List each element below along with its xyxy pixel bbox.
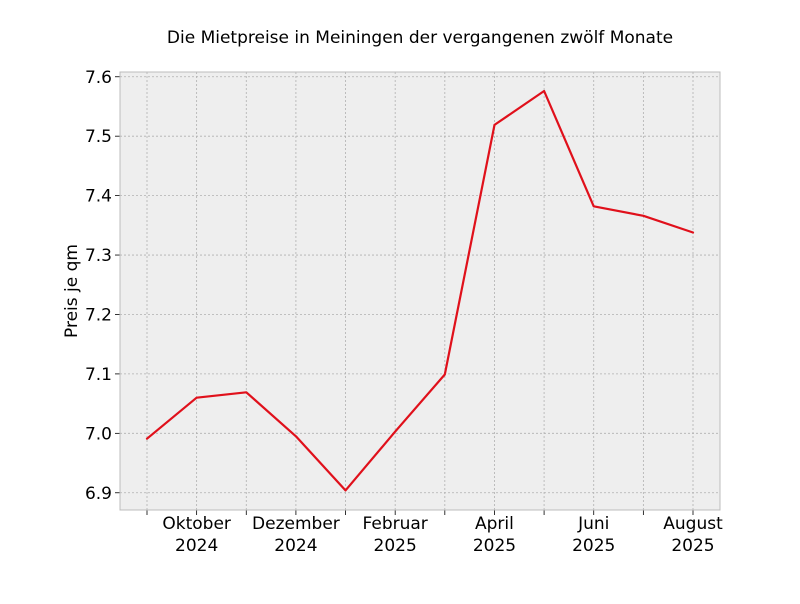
x-tick-label-year: 2025 [671,536,714,556]
plot-area: 6.97.07.17.27.37.47.57.6Oktober2024Dezem… [85,68,723,556]
y-tick-label: 7.0 [85,424,112,444]
plot-background [120,72,720,510]
x-tick-label-month: Dezember [252,514,340,534]
y-axis-label: Preis je qm [62,244,82,338]
y-tick-label: 6.9 [85,484,112,504]
x-tick-label-month: Februar [363,514,428,534]
y-tick-label: 7.5 [85,127,112,147]
y-tick-label: 7.4 [85,187,112,207]
y-tick-label: 7.3 [85,246,112,266]
y-tick-label: 7.6 [85,68,112,88]
x-tick-label-month: April [475,514,514,534]
chart-title: Die Mietpreise in Meiningen der vergange… [167,28,673,48]
x-tick-label-month: Oktober [162,514,231,534]
x-tick-label-year: 2025 [572,536,615,556]
x-tick-label-year: 2024 [175,536,218,556]
x-tick-label-year: 2025 [374,536,417,556]
y-tick-label: 7.2 [85,305,112,325]
y-tick-label: 7.1 [85,365,112,385]
x-tick-label-year: 2025 [473,536,516,556]
x-tick-label-month: Juni [577,514,609,534]
x-tick-label-month: August [663,514,723,534]
x-tick-label-year: 2024 [274,536,317,556]
